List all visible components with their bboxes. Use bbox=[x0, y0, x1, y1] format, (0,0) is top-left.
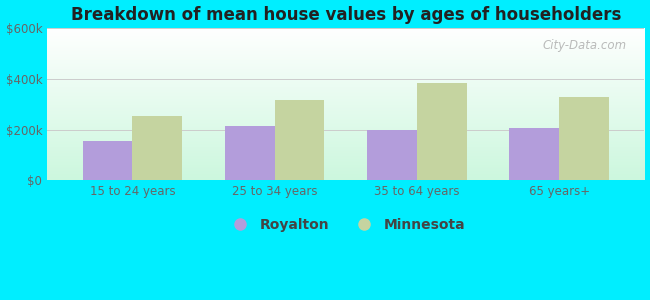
Bar bbox=[83, 141, 133, 180]
Legend: Royalton, Minnesota: Royalton, Minnesota bbox=[221, 212, 471, 238]
Bar bbox=[367, 130, 417, 180]
Bar bbox=[274, 100, 324, 180]
Bar bbox=[417, 82, 467, 180]
Text: City-Data.com: City-Data.com bbox=[542, 39, 627, 52]
Bar bbox=[559, 97, 609, 180]
Bar bbox=[225, 126, 274, 180]
Bar bbox=[133, 116, 182, 180]
Title: Breakdown of mean house values by ages of householders: Breakdown of mean house values by ages o… bbox=[71, 6, 621, 24]
Bar bbox=[510, 128, 559, 180]
